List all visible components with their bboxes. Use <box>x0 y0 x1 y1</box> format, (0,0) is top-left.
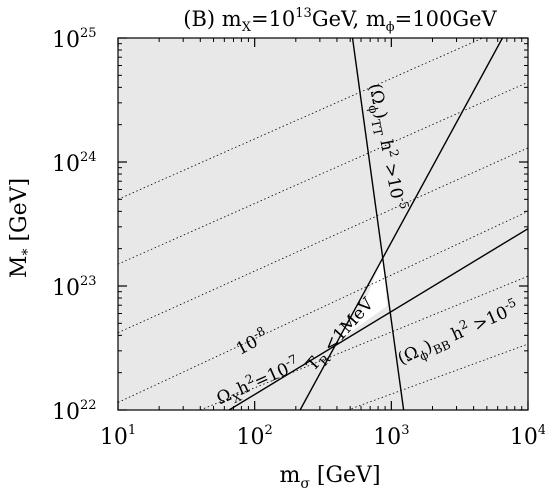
chart-title: (B) mX=1013GeV, mϕ=100GeV <box>183 6 497 35</box>
y-tick-label: 1024 <box>52 150 97 177</box>
x-tick-label: 101 <box>100 423 136 450</box>
line-omega-x <box>228 228 528 410</box>
dotted-contour-2 <box>118 81 528 265</box>
y-axis-label: M* [GeV] <box>7 178 36 278</box>
dotted-contour-4 <box>118 210 528 403</box>
ticks: 101 102 103 104 1022 1023 1024 1025 <box>52 26 545 450</box>
x-axis-label: mσ [GeV] <box>279 463 380 492</box>
x-tick-label: 103 <box>373 423 409 450</box>
x-tick-label: 104 <box>510 423 545 450</box>
dotted-contour-3 <box>118 147 528 334</box>
line-omega-tt <box>351 38 405 410</box>
y-tick-label: 1023 <box>52 274 97 301</box>
y-tick-label: 1025 <box>52 26 97 53</box>
dotted-contour-5 <box>200 275 528 410</box>
allowed-region <box>333 255 387 345</box>
plot-background <box>118 38 528 410</box>
line-omega-bb <box>299 38 504 410</box>
plot-frame <box>117 37 529 411</box>
y-tick-label: 1022 <box>52 398 97 425</box>
dotted-contour-1 <box>118 38 484 200</box>
x-tick-label: 102 <box>237 423 273 450</box>
